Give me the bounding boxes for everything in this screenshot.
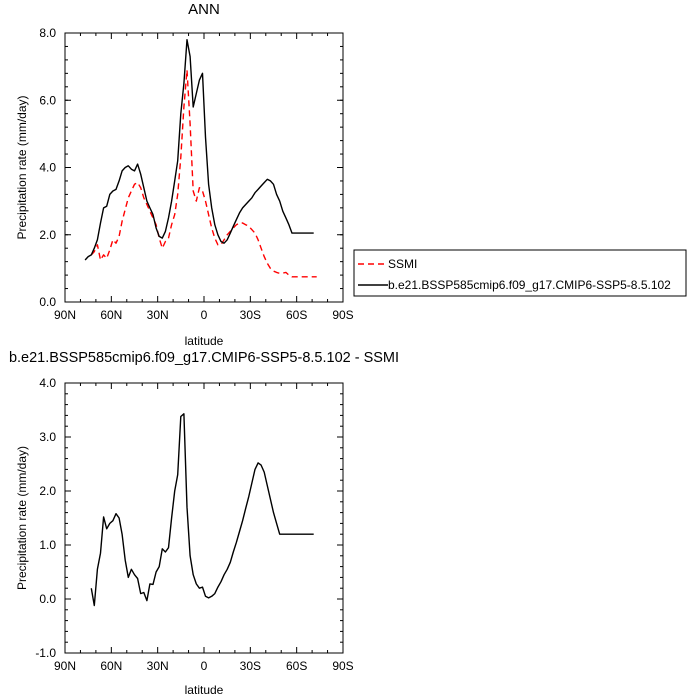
y-tick-label: 6.0 — [39, 93, 56, 107]
x-tick-label: 30S — [240, 659, 261, 673]
x-tick-label: 90N — [54, 308, 76, 322]
legend: SSMI b.e21.BSSP585cmip6.f09_g17.CMIP6-SSP… — [353, 249, 687, 297]
y-axis-label: Precipitation rate (mm/day) — [15, 95, 29, 239]
plot-frame — [64, 382, 344, 654]
legend-label: SSMI — [388, 257, 417, 271]
y-tick-label: 1.0 — [39, 538, 56, 552]
legend-label: b.e21.BSSP585cmip6.f09_g17.CMIP6-SSP5-8.… — [388, 278, 671, 292]
x-tick-label: 60S — [286, 308, 307, 322]
series-line — [84, 39, 314, 261]
x-tick-label: 60N — [100, 659, 122, 673]
plot-frame — [64, 32, 344, 303]
x-tick-label: 90S — [332, 659, 353, 673]
x-tick-label: 30S — [240, 308, 261, 322]
x-axis-label: latitude — [185, 683, 224, 697]
x-tick-label: 60N — [100, 308, 122, 322]
y-tick-label: 2.0 — [39, 228, 56, 242]
y-tick-label: 0.0 — [39, 592, 56, 606]
series-line — [90, 413, 314, 607]
y-tick-label: 2.0 — [39, 484, 56, 498]
x-tick-label: 90S — [332, 308, 353, 322]
x-tick-label: 0 — [201, 308, 208, 322]
legend-box — [353, 249, 687, 297]
chart-title: b.e21.BSSP585cmip6.f09_g17.CMIP6-SSP5-8.… — [9, 350, 399, 366]
x-axis-label: latitude — [185, 334, 224, 348]
y-tick-label: -1.0 — [35, 646, 56, 660]
top-chart: ANN 90N 60N 30N 0 30S 60S 90S 0.0 2.0 4.0 6.0 8.0 lat… — [15, 1, 354, 348]
y-tick-label: 3.0 — [39, 430, 56, 444]
y-tick-label: 0.0 — [39, 295, 56, 309]
x-tick-label: 60S — [286, 659, 307, 673]
x-tick-label: 30N — [147, 308, 169, 322]
y-axis-label: Precipitation rate (mm/day) — [15, 446, 29, 590]
bottom-chart: b.e21.BSSP585cmip6.f09_g17.CMIP6-SSP5-8.… — [9, 350, 399, 697]
x-tick-label: 0 — [201, 659, 208, 673]
chart-title: ANN — [188, 1, 220, 18]
x-tick-label: 90N — [54, 659, 76, 673]
y-tick-label: 4.0 — [39, 376, 56, 390]
series-line — [90, 69, 317, 278]
y-tick-label: 8.0 — [39, 26, 56, 40]
y-tick-label: 4.0 — [39, 161, 56, 175]
x-tick-label: 30N — [147, 659, 169, 673]
